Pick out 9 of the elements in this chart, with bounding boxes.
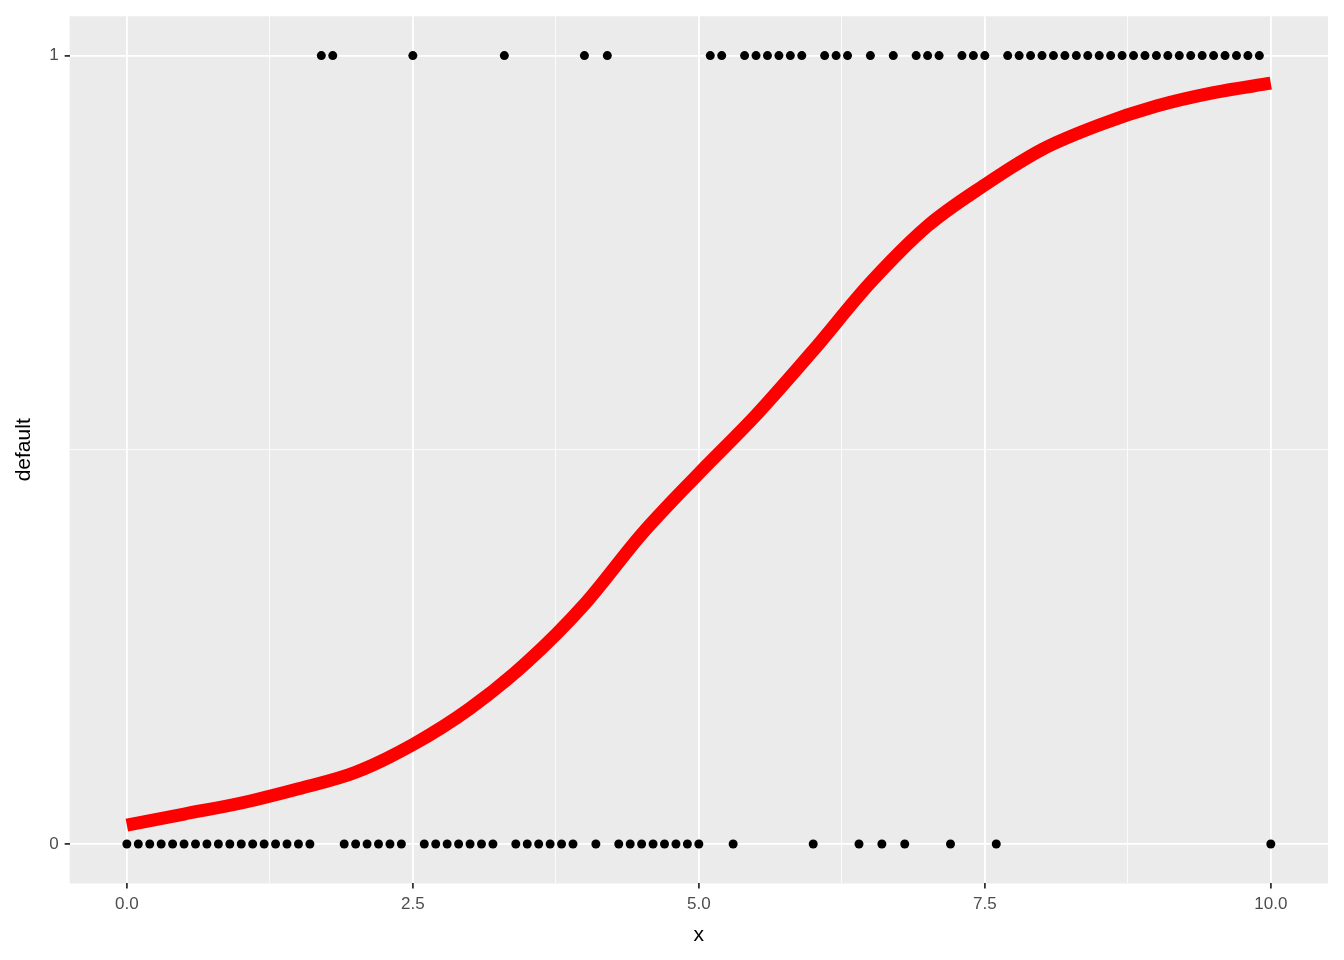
y-tick-label: 0 <box>49 833 59 853</box>
x-tick-label: 7.5 <box>972 894 997 914</box>
x-tick-label: 2.5 <box>401 894 425 914</box>
x-tick-label: 5.0 <box>687 894 711 914</box>
x-tick-label: 10.0 <box>1254 894 1288 914</box>
x-tick-label: 0.0 <box>115 894 139 914</box>
y-tick-label: 1 <box>49 45 59 65</box>
y-axis-title: default <box>11 418 35 482</box>
x-axis-title: x <box>693 922 705 946</box>
